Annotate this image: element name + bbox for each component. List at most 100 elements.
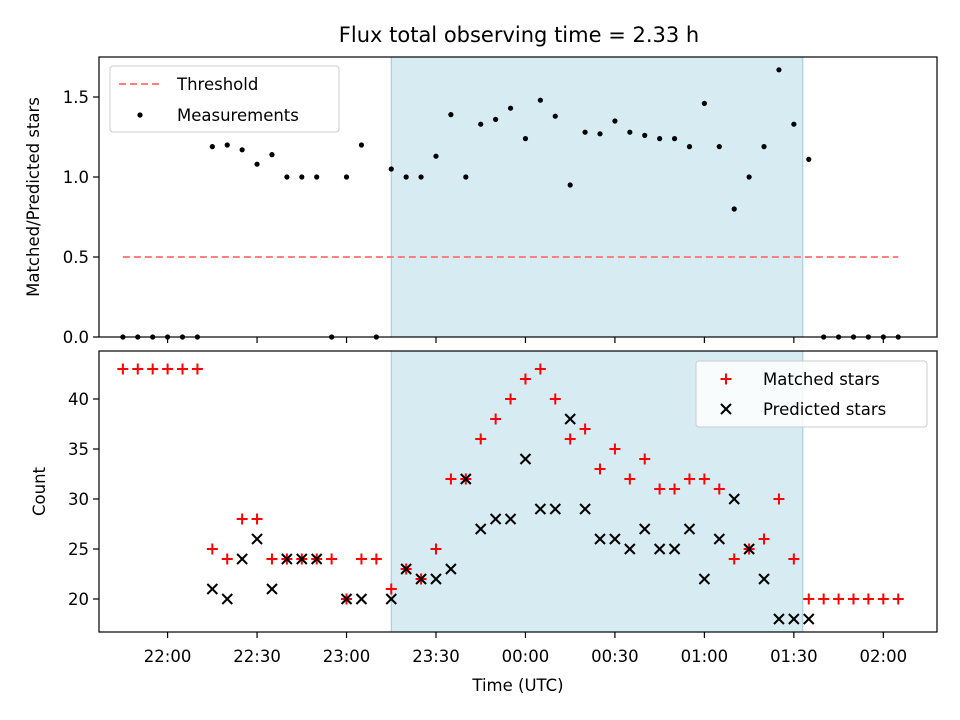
- predicted-star-point: [698, 573, 711, 585]
- y-tick-label: 0.5: [63, 248, 89, 267]
- x-tick-label: 01:30: [770, 647, 818, 666]
- measurement-point: [791, 121, 797, 127]
- x-tick-label: 22:30: [233, 647, 281, 666]
- predicted-star-point: [445, 563, 457, 575]
- measurement-point: [612, 118, 618, 124]
- legend-measurements-label: Measurements: [177, 106, 299, 125]
- measurement-point: [224, 142, 230, 148]
- bottom-panel-counts: 20 25 30 35 40 Count 22:00 22:30 23:00 23:30 00:00…: [30, 350, 938, 695]
- x-tick-label: 02:00: [860, 647, 908, 666]
- matched-star-point: [132, 363, 144, 375]
- measurement-point: [299, 174, 305, 180]
- measurement-point: [418, 174, 424, 180]
- predicted-star-point: [310, 553, 323, 565]
- predicted-star-point: [400, 563, 412, 575]
- matched-star-point: [206, 543, 218, 555]
- predicted-star-point: [788, 613, 800, 625]
- matched-star-point: [549, 393, 561, 405]
- legend-predicted-swatch: [720, 403, 732, 415]
- legend: Threshold Measurements: [109, 65, 340, 133]
- measurement-point: [269, 152, 275, 158]
- predicted-star-point: [281, 553, 293, 565]
- matched-star-point: [713, 483, 725, 495]
- predicted-star-point: [639, 523, 651, 535]
- y-tick-label: 30: [68, 490, 89, 509]
- legend-threshold-label: Threshold: [176, 75, 258, 94]
- matched-star-point: [773, 493, 785, 505]
- predicted-star-point: [803, 613, 815, 625]
- measurement-point: [761, 144, 767, 150]
- measurement-point: [433, 153, 439, 159]
- matched-star-point: [534, 363, 546, 375]
- predicted-star-point: [519, 453, 532, 465]
- matched-star-point: [236, 513, 248, 525]
- predicted-star-point: [728, 493, 740, 505]
- matched-star-point: [862, 593, 874, 605]
- predicted-star-point: [236, 553, 248, 565]
- y-tick-label: 35: [68, 440, 89, 459]
- measurement-point: [478, 121, 484, 127]
- y-tick-label: 20: [68, 590, 89, 609]
- matched-star-point: [788, 553, 800, 565]
- matched-star-point: [177, 363, 189, 375]
- observing-window-span: [390, 56, 804, 338]
- matched-star-point: [370, 553, 382, 565]
- matched-star-point: [266, 553, 278, 565]
- legend-matched-label: Matched stars: [763, 370, 880, 389]
- matched-star-point: [147, 363, 159, 375]
- measurement-point: [716, 144, 722, 150]
- axes-frame: [98, 350, 938, 633]
- matched-star-point: [385, 583, 397, 595]
- y-axis-label: Count: [30, 466, 49, 516]
- measurement-point: [776, 67, 782, 73]
- measurement-point: [314, 174, 320, 180]
- predicted-star-point: [430, 573, 442, 585]
- predicted-star-point: [743, 543, 755, 555]
- matched-star-point: [594, 463, 606, 475]
- y-axis-label: Matched/Predicted stars: [24, 97, 43, 297]
- measurement-point: [254, 161, 260, 167]
- matched-star-point: [803, 593, 815, 605]
- matched-star-point: [624, 473, 636, 485]
- predicted-star-point: [460, 473, 472, 485]
- x-tick-label: 22:00: [144, 647, 192, 666]
- matched-star-point: [728, 553, 740, 565]
- matched-star-point: [847, 593, 859, 605]
- measurement-point: [597, 131, 603, 137]
- legend: Matched stars Predicted stars: [695, 360, 928, 428]
- measurement-point: [493, 116, 499, 122]
- y-tick-label: 40: [68, 390, 89, 409]
- measurement-point: [552, 113, 558, 119]
- predicted-star-point: [773, 613, 785, 625]
- predicted-star-point: [594, 533, 606, 545]
- legend-box: [695, 360, 928, 428]
- predicted-star-point: [683, 523, 696, 535]
- matched-star-point: [833, 593, 845, 605]
- matched-star-point: [490, 413, 502, 425]
- x-tick-label: 01:00: [681, 647, 729, 666]
- predicted-star-point: [355, 593, 368, 605]
- predicted-star-point: [251, 533, 263, 545]
- predicted-star-point: [340, 593, 353, 605]
- matched-star-point: [579, 423, 591, 435]
- measurement-point: [522, 136, 529, 142]
- measurement-point: [239, 147, 245, 153]
- predicted-star-point: [415, 573, 427, 585]
- matched-star-point: [639, 453, 651, 465]
- predicted-star-point: [624, 543, 636, 555]
- matched-star-point: [758, 533, 770, 545]
- measurement-point: [671, 136, 678, 142]
- matched-star-point: [609, 443, 621, 455]
- predicted-star-point: [206, 583, 219, 595]
- predicted-star-point: [489, 513, 502, 525]
- measurement-point: [209, 144, 215, 150]
- chart-title: Flux total observing time = 2.33 h: [339, 23, 699, 47]
- predicted-star-point: [653, 543, 666, 555]
- predicted-star-point: [758, 573, 770, 585]
- matched-star-point: [877, 593, 889, 605]
- x-tick-label: 23:30: [412, 647, 460, 666]
- matched-star-point: [221, 553, 233, 565]
- measurement-point: [448, 112, 454, 118]
- measurement-point: [343, 174, 350, 180]
- axes-frame: [98, 56, 938, 338]
